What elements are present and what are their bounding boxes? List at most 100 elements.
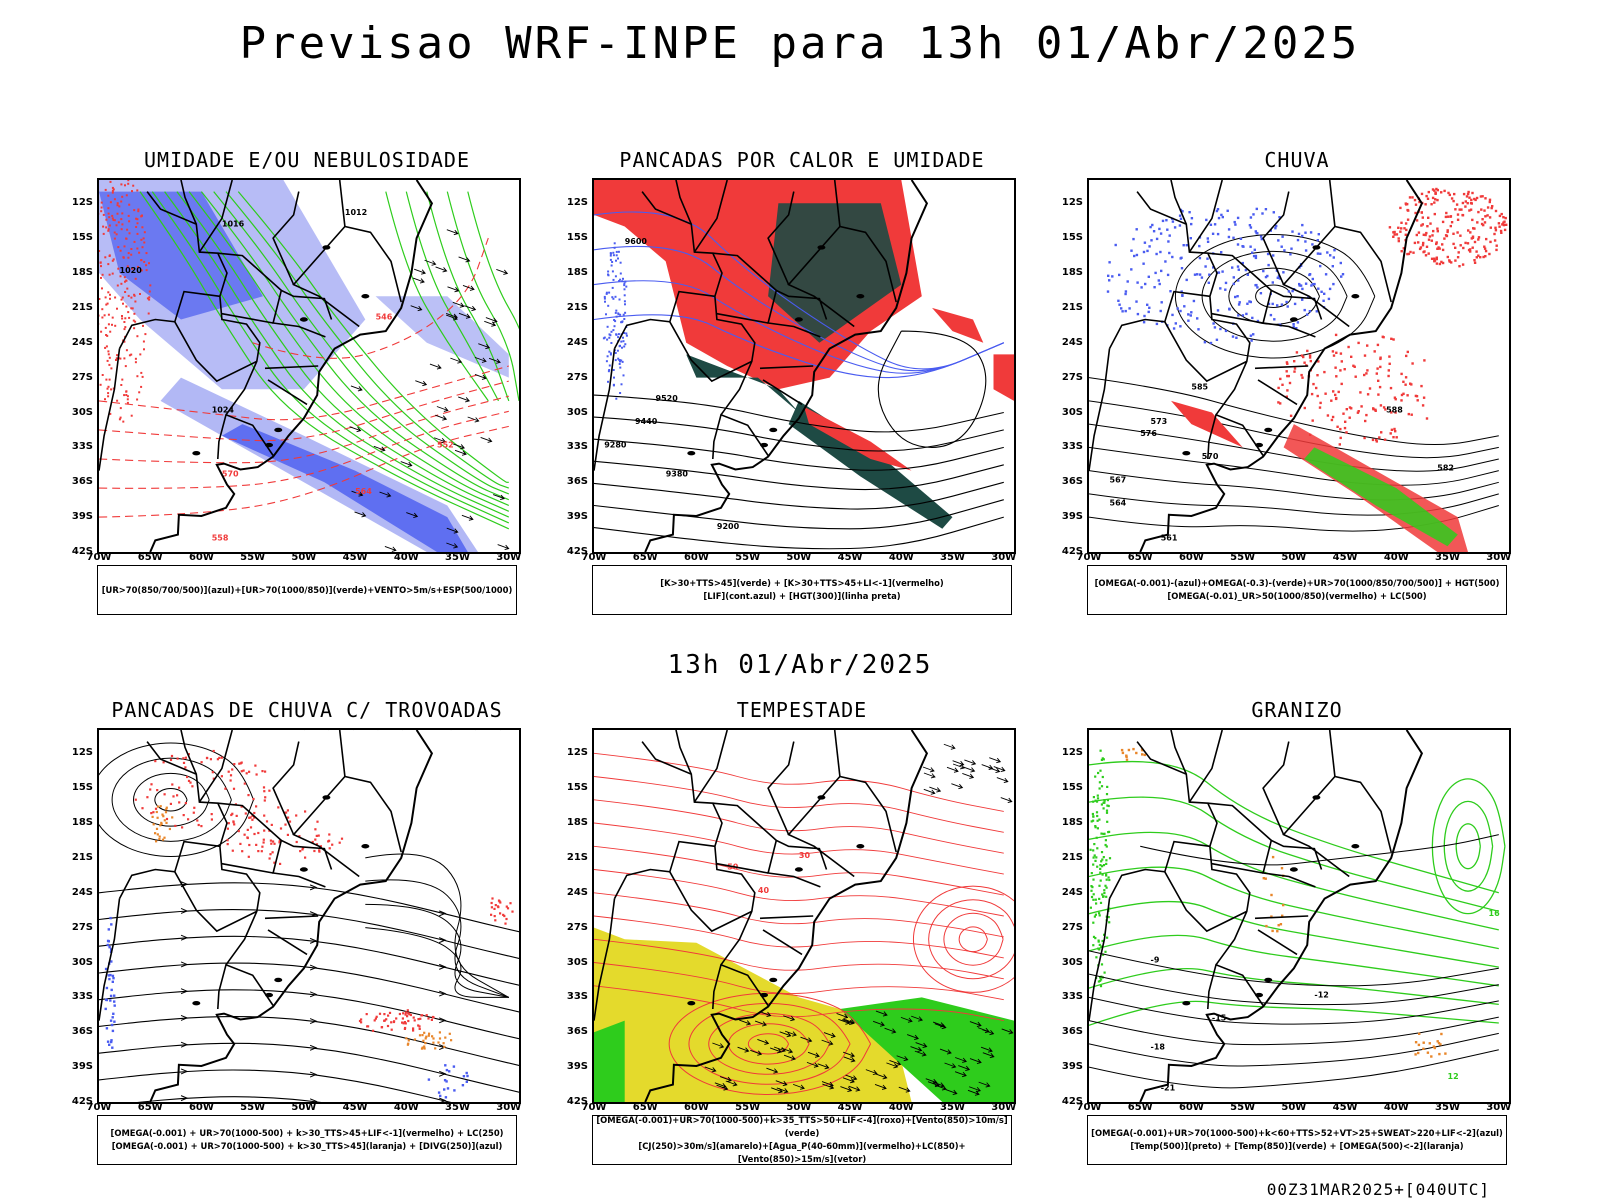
thunderstorm-red-mark (261, 770, 264, 773)
thunderstorm-red-mark (248, 770, 251, 773)
thunderstorm-red-mark (262, 838, 265, 841)
streamline (99, 1015, 519, 1066)
temperature-850-mark (1099, 985, 1103, 988)
lifted-index-mark (623, 332, 626, 334)
thunderstorm-red-mark (277, 806, 280, 809)
omega-blue-mark (1130, 249, 1133, 252)
rain-red-mark (1379, 357, 1382, 361)
lake-mark (769, 977, 778, 983)
legend-line: [OMEGA(-0.001) + UR>70(1000-500) + k>30_… (110, 1128, 504, 1138)
rain-red-mark (1393, 233, 1396, 236)
rain-red-mark (1470, 198, 1473, 202)
thunderstorm-orange-mark (156, 805, 160, 808)
temperature-850-mark (1095, 800, 1099, 803)
lifted-index-mark (615, 397, 618, 400)
orography-mark (102, 225, 105, 228)
rain-red-mark (1409, 382, 1412, 385)
thunderstorm-red-mark (360, 1018, 363, 1021)
omega-blue-mark (1269, 313, 1273, 317)
wind-vector (906, 1034, 919, 1041)
temperature-850-mark (1102, 856, 1105, 859)
rain-red-mark (1426, 225, 1429, 228)
rain-red-mark (1456, 256, 1460, 259)
thunderstorm-red-mark (491, 897, 494, 900)
temperature-850-mark (1100, 803, 1103, 806)
rain-red-mark (1467, 190, 1470, 194)
lifted-index-mark (622, 313, 625, 316)
thunderstorm-red-mark (229, 774, 233, 777)
latitude-label: 21S (71, 851, 93, 863)
precipitable-water-contour (747, 1033, 790, 1055)
temperature-850-mark (1095, 956, 1098, 959)
streamline-arrow (439, 1097, 447, 1102)
rain-red-mark (1484, 197, 1487, 200)
political-border (174, 321, 258, 383)
rain-red-mark (1486, 214, 1489, 217)
latitude-label: 33S (1061, 441, 1083, 453)
temperature-850-mark (1105, 859, 1108, 862)
omega-blue-mark (1244, 268, 1248, 272)
omega-blue-mark (1207, 281, 1210, 284)
omega-blue-mark (1246, 273, 1249, 276)
wind-vector (373, 445, 386, 452)
wind-vector (435, 414, 448, 421)
rain-red-mark (1397, 226, 1400, 229)
orography-mark (123, 276, 126, 279)
omega-blue-mark (1323, 292, 1326, 295)
lifted-index-mark (615, 333, 618, 336)
rain-red-mark (1448, 259, 1451, 262)
omega-blue-mark (1245, 312, 1248, 316)
wind-vector (467, 416, 480, 423)
temperature-850-mark (1107, 916, 1110, 919)
longitude-label: 60W (683, 552, 709, 563)
lake-mark (265, 992, 274, 998)
temperature-850-mark (1099, 871, 1102, 874)
streamline (154, 788, 188, 812)
contour-label: 1016 (222, 220, 245, 229)
thunderstorm-red-mark (245, 772, 248, 775)
temperature-850-contour (1443, 800, 1494, 892)
rain-red-mark (1473, 261, 1477, 264)
wind-vector (412, 277, 425, 284)
longitude-label: 45W (342, 552, 368, 563)
thunderstorm-red-mark (315, 834, 318, 837)
circulation-contour (1201, 250, 1348, 342)
omega-blue-mark (1227, 228, 1231, 231)
thunderstorm-red-mark (390, 1021, 393, 1024)
temperature-850-mark (1092, 878, 1095, 881)
omega-orange-mark (1417, 1043, 1421, 1047)
lifted-index-mark (606, 355, 609, 358)
omega-orange-mark (1433, 1046, 1436, 1050)
omega-blue-mark (1333, 249, 1336, 252)
omega-blue-mark (1158, 227, 1161, 231)
divergence-blue-mark (109, 1019, 113, 1022)
model-run-stamp: 00Z31MAR2025+[040UTC] (1266, 1180, 1490, 1199)
political-border (1328, 730, 1336, 777)
rain-red-mark (1420, 224, 1423, 227)
omega-blue-mark (1187, 313, 1190, 316)
rain-red-mark (1399, 230, 1402, 233)
rain-red-mark (1393, 230, 1396, 234)
rain-red-mark (1483, 221, 1487, 224)
geography-layer (594, 730, 929, 1102)
wind-vector (939, 1048, 952, 1055)
temperature-850-mark (1094, 799, 1097, 802)
temperature-850-mark (1090, 820, 1093, 823)
political-border (759, 365, 814, 370)
rain-red-mark (1392, 436, 1395, 439)
rain-red-mark (1406, 350, 1409, 354)
lake-mark (1289, 317, 1298, 322)
thunderstorm-red-mark (431, 1015, 434, 1019)
orography-mark (116, 212, 119, 215)
omega-blue-mark (1237, 268, 1240, 271)
longitude-label: 60W (1178, 1102, 1204, 1113)
orography-mark (101, 308, 104, 311)
thunderstorm-red-mark (490, 913, 493, 916)
lifted-index-mark (610, 264, 613, 267)
precipitable-water-contour (688, 1002, 851, 1085)
rain-red-mark (1395, 233, 1399, 236)
omega-blue-mark (1304, 240, 1307, 243)
orography-mark (141, 375, 144, 378)
rain-red-mark (1488, 200, 1491, 204)
wind-vector (754, 1020, 767, 1027)
